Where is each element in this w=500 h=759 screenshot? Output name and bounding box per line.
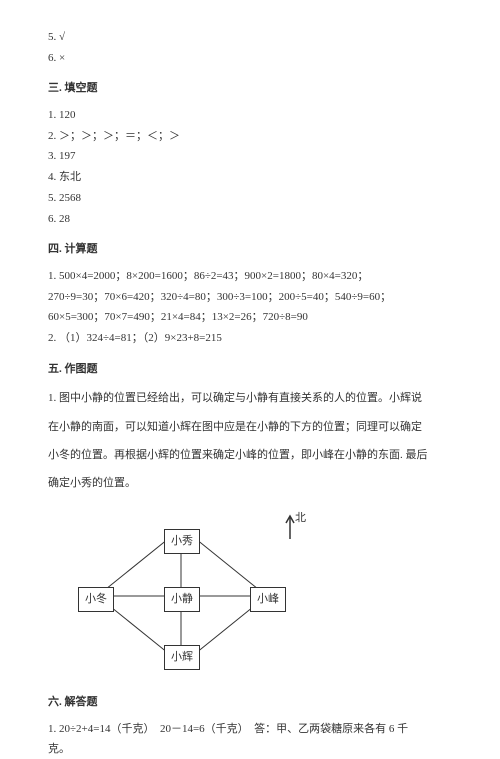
sec5-p1: 1. 图中小静的位置已经给出，可以确定与小静有直接关系的人的位置。小辉说 xyxy=(48,386,452,410)
sec3-a6: 6. 28 xyxy=(48,210,452,229)
node-dong: 小冬 xyxy=(78,587,114,612)
section-5-title: 五. 作图题 xyxy=(48,360,452,379)
sec5-p2: 在小静的南面，可以知道小辉在图中应是在小静的下方的位置；同理可以确定 xyxy=(48,415,452,439)
sec3-a3: 3. 197 xyxy=(48,147,452,166)
section-4-title: 四. 计算题 xyxy=(48,240,452,259)
position-diagram: 北 小秀 小冬 小静 小峰 小辉 xyxy=(68,509,328,679)
sec3-a5: 5. 2568 xyxy=(48,189,452,208)
north-label: 北 xyxy=(295,509,306,528)
sec4-l1: 1. 500×4=2000；8×200=1600；86÷2=43；900×2=1… xyxy=(48,267,452,286)
node-feng: 小峰 xyxy=(250,587,286,612)
section-6-title: 六. 解答题 xyxy=(48,693,452,712)
sec3-a4: 4. 东北 xyxy=(48,168,452,187)
sec3-a1: 1. 120 xyxy=(48,106,452,125)
sec5-p3: 小冬的位置。再根据小辉的位置来确定小峰的位置，即小峰在小静的东面. 最后 xyxy=(48,443,452,467)
sec4-l4: 2. （1）324÷4=81；（2）9×23+8=215 xyxy=(48,329,452,348)
sec4-l2: 270÷9=30；70×6=420；320÷4=80；300÷3=100；200… xyxy=(48,288,452,307)
sec6-l1: 1. 20÷2+4=14（千克） 20－14=6（千克） 答：甲、乙两袋糖原来各… xyxy=(48,720,452,739)
sec4-l3: 60×5=300；70×7=490；21×4=84；13×2=26；720÷8=… xyxy=(48,308,452,327)
section-3-title: 三. 填空题 xyxy=(48,79,452,98)
node-hui: 小辉 xyxy=(164,645,200,670)
sec5-p4: 确定小秀的位置。 xyxy=(48,471,452,495)
item-5: 5. √ xyxy=(48,28,452,47)
node-jing: 小静 xyxy=(164,587,200,612)
item-6: 6. × xyxy=(48,49,452,68)
node-xiu: 小秀 xyxy=(164,529,200,554)
sec3-a2: 2. ＞；＞；＞；＝；＜；＞ xyxy=(48,127,452,146)
sec6-l2: 克。 xyxy=(48,740,452,759)
